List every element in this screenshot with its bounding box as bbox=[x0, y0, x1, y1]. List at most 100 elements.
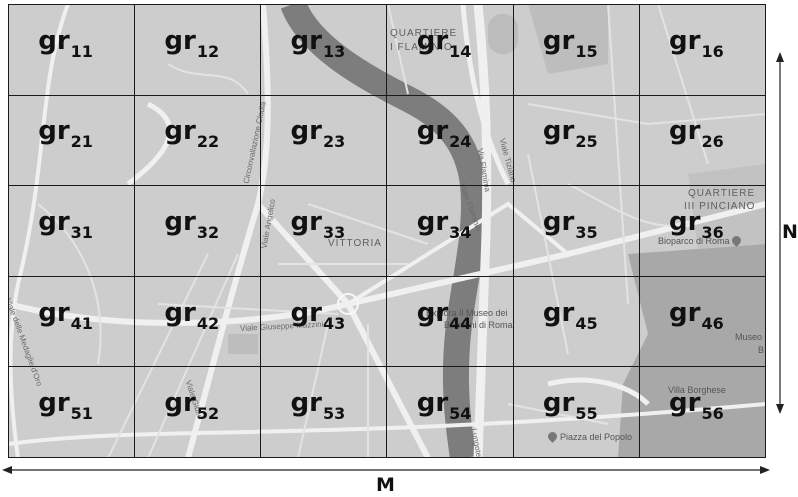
poi-piazza-label: Piazza del Popolo bbox=[560, 432, 633, 442]
grid-cell-11: gr11 bbox=[9, 5, 136, 96]
grid-cell-label-base: gr bbox=[38, 116, 70, 147]
grid-cell-label: gr16 bbox=[669, 28, 724, 60]
grid-cell-label-base: gr bbox=[164, 297, 196, 328]
grid-cell-label-base: gr bbox=[542, 206, 575, 237]
grid-cell-label-index: 23 bbox=[322, 132, 346, 152]
grid-cell-label: gr42 bbox=[164, 300, 219, 332]
grid-cell-51: gr51 bbox=[9, 367, 136, 458]
grid-cell-label: gr12 bbox=[164, 28, 219, 60]
grid-cell-41: gr41 bbox=[9, 276, 136, 368]
grid-cell-label-base: gr bbox=[290, 206, 322, 237]
grid-cell-label-base: gr bbox=[542, 116, 575, 147]
grid-cell-24: gr24 bbox=[387, 95, 514, 187]
grid-cell-label-index: 43 bbox=[322, 313, 346, 333]
grid-cell-label: gr25 bbox=[543, 118, 598, 150]
grid-cell-label: gr14 bbox=[417, 28, 472, 60]
horizontal-axis-label: M bbox=[376, 474, 395, 496]
grid-cell-21: gr21 bbox=[9, 95, 136, 187]
grid-cell-23: gr23 bbox=[261, 95, 388, 187]
grid-cell-label-index: 56 bbox=[701, 404, 724, 424]
grid-cell-54: gr54 bbox=[387, 367, 514, 458]
map-label-pinciano-line2: III PINCIANO bbox=[684, 201, 756, 212]
grid-cell-label-base: gr bbox=[542, 25, 575, 56]
grid-cell-label: gr34 bbox=[417, 209, 472, 241]
grid-cell-15: gr15 bbox=[513, 5, 640, 96]
grid-cell-label-index: 15 bbox=[575, 41, 598, 61]
grid-cell-label-index: 14 bbox=[449, 41, 472, 61]
grid-cell-label: gr56 bbox=[669, 390, 724, 422]
grid-cell-label-index: 45 bbox=[575, 313, 598, 333]
grid-cell-14: gr14 bbox=[387, 5, 514, 96]
grid-cell-44: gr44 bbox=[387, 276, 514, 368]
grid-cell-label-index: 42 bbox=[196, 313, 220, 333]
grid-cell-label: gr52 bbox=[164, 390, 219, 422]
horizontal-dimension-arrow bbox=[2, 466, 770, 474]
poi-villa-borghese: Villa Borghese bbox=[668, 385, 726, 395]
grid-cell-label-base: gr bbox=[164, 25, 196, 56]
grid-cell-label-base: gr bbox=[416, 388, 449, 419]
grid-cell-13: gr13 bbox=[261, 5, 388, 96]
grid-cell-26: gr26 bbox=[639, 95, 766, 187]
grid-cell-label-base: gr bbox=[669, 25, 701, 56]
grid-cell-36: gr36 bbox=[639, 186, 766, 277]
grid-cell-32: gr32 bbox=[135, 186, 262, 277]
grid-cell-label-index: 51 bbox=[70, 404, 93, 424]
grid-cell-label-base: gr bbox=[38, 25, 70, 56]
grid-cell-33: gr33 bbox=[261, 186, 388, 277]
grid-cell-53: gr53 bbox=[261, 367, 388, 458]
grid-cell-label: gr15 bbox=[543, 28, 598, 60]
grid-cell-label: gr31 bbox=[38, 209, 93, 241]
grid-cell-label: gr44 bbox=[417, 300, 472, 332]
grid-cell-label: gr41 bbox=[38, 300, 93, 332]
grid-cell-label-index: 21 bbox=[70, 132, 93, 152]
grid-cell-label-index: 13 bbox=[322, 41, 346, 61]
grid-cell-label-index: 36 bbox=[701, 222, 724, 242]
grid-cell-22: gr22 bbox=[135, 95, 262, 187]
grid-overlay: gr11 gr12 gr13 gr14 gr15 gr16 gr21 gr22 gr23 gr24… bbox=[8, 4, 766, 458]
grid-cell-55: gr55 bbox=[513, 367, 640, 458]
grid-cell-label-index: 35 bbox=[575, 222, 598, 242]
grid-cell-31: gr31 bbox=[9, 186, 136, 277]
map-label-flaminio-line1: QUARTIERE bbox=[390, 28, 458, 39]
grid-cell-label-index: 11 bbox=[70, 41, 93, 61]
grid-cell-label-base: gr bbox=[416, 297, 449, 328]
grid-cell-label: gr55 bbox=[543, 390, 598, 422]
grid-cell-label-base: gr bbox=[416, 25, 449, 56]
grid-cell-label-base: gr bbox=[669, 116, 701, 147]
grid-cell-label: gr26 bbox=[669, 118, 724, 150]
grid-cell-label-index: 22 bbox=[196, 132, 220, 152]
grid-cell-12: gr12 bbox=[135, 5, 262, 96]
grid-cell-label-base: gr bbox=[542, 388, 575, 419]
grid-cell-label-base: gr bbox=[669, 388, 701, 419]
grid-cell-label-index: 44 bbox=[449, 313, 472, 333]
grid-cell-52: gr52 bbox=[135, 367, 262, 458]
grid-cell-label-base: gr bbox=[38, 297, 70, 328]
grid-cell-label-index: 12 bbox=[196, 41, 220, 61]
poi-museo-line1: Museo e bbox=[735, 332, 766, 342]
grid-cell-46: gr46 bbox=[639, 276, 766, 368]
poi-museo-line2: B bbox=[758, 345, 765, 355]
grid-cell-label: gr51 bbox=[38, 390, 93, 422]
grid-cell-43: gr43 bbox=[261, 276, 388, 368]
grid-cell-label: gr43 bbox=[291, 300, 346, 332]
grid-cell-label-index: 26 bbox=[701, 132, 724, 152]
grid-cell-label: gr36 bbox=[669, 209, 724, 241]
grid-cell-label: gr22 bbox=[164, 118, 219, 150]
grid-cell-25: gr25 bbox=[513, 95, 640, 187]
grid-cell-label: gr54 bbox=[417, 390, 472, 422]
grid-cell-label-base: gr bbox=[164, 206, 196, 237]
poi-explora-line1: Explora Il Museo dei bbox=[426, 308, 508, 318]
grid-cell-label: gr53 bbox=[291, 390, 346, 422]
grid-cell-label: gr24 bbox=[417, 118, 472, 150]
grid-cell-42: gr42 bbox=[135, 276, 262, 368]
grid-cell-label-base: gr bbox=[38, 388, 70, 419]
grid-cell-label-index: 46 bbox=[701, 313, 724, 333]
grid-cell-label-index: 41 bbox=[70, 313, 93, 333]
grid-cell-34: gr34 bbox=[387, 186, 514, 277]
grid-cell-label-base: gr bbox=[290, 116, 322, 147]
grid-cell-label-index: 24 bbox=[449, 132, 472, 152]
grid-cell-16: gr16 bbox=[639, 5, 766, 96]
poi-bioparco-label: Bioparco di Roma bbox=[658, 236, 730, 246]
grid-cell-label-base: gr bbox=[290, 297, 322, 328]
grid-cell-label-index: 34 bbox=[449, 222, 472, 242]
